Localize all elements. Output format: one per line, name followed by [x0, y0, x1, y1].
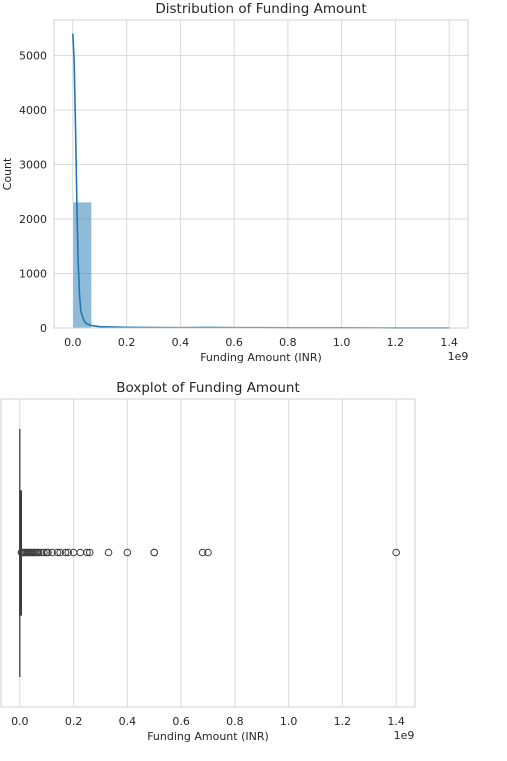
boxplot-outlier-point — [48, 548, 56, 557]
boxplot-x-tick-label: 0.2 — [65, 715, 83, 728]
histogram-plot-area — [53, 19, 469, 329]
boxplot-outlier-point — [104, 548, 113, 557]
boxplot-x-tick-label: 1.2 — [334, 715, 352, 728]
boxplot-title: Boxplot of Funding Amount — [116, 380, 300, 396]
boxplot-outlier-point — [56, 548, 64, 557]
boxplot-outlier-point — [198, 548, 207, 557]
boxplot-outlier-point — [204, 548, 212, 557]
boxplot-x-tick-label: 0.6 — [172, 715, 190, 728]
boxplot-outlier-point — [44, 548, 52, 557]
histogram-x-tick-label: 1.2 — [387, 336, 405, 349]
histogram-bar — [72, 201, 92, 329]
boxplot-grid — [19, 399, 397, 707]
boxplot-outlier-point — [64, 548, 73, 557]
boxplot-x-ticks: 0.0 0.2 0.4 0.6 0.8 1.0 1.2 1.4 — [11, 715, 405, 728]
boxplot-x-tick-label: 0.4 — [119, 715, 137, 728]
histogram-y-tick-label: 2000 — [19, 213, 47, 226]
histogram-x-tick-label: 0.4 — [172, 336, 190, 349]
boxplot-outlier-point — [150, 548, 159, 557]
boxplot-outliers — [17, 548, 400, 557]
boxplot-x-tick-label: 1.0 — [280, 715, 298, 728]
histogram-y-label: Count — [1, 157, 14, 190]
boxplot-outlier-point — [85, 548, 94, 557]
histogram-x-tick-label: 0.6 — [225, 336, 243, 349]
histogram-panel: Distribution of Funding Amount 0.0 0.2 0.4… — [1, 1, 469, 364]
boxplot-x-tick-label: 0.8 — [226, 715, 244, 728]
histogram-x-tick-label: 0.8 — [279, 336, 297, 349]
histogram-y-ticks: 0 1000 2000 3000 4000 5000 — [19, 49, 47, 335]
boxplot-x-label: Funding Amount (INR) — [147, 730, 269, 743]
histogram-y-tick-label: 4000 — [19, 104, 47, 117]
histogram-x-tick-label: 0.2 — [118, 336, 136, 349]
kde-line — [72, 33, 450, 329]
histogram-y-tick-label: 5000 — [19, 49, 47, 62]
boxplot-outlier-point — [76, 548, 85, 557]
histogram-y-tick-label: 1000 — [19, 267, 47, 280]
histogram-bars — [72, 201, 450, 329]
boxplot-outlier-point — [123, 548, 132, 557]
histogram-x-label: Funding Amount (INR) — [200, 351, 322, 364]
boxplot-outlier-point — [392, 548, 400, 557]
boxplot-x-tick-label: 1.4 — [387, 715, 405, 728]
boxplot-outlier-point — [53, 548, 62, 557]
histogram-title: Distribution of Funding Amount — [155, 1, 366, 17]
histogram-x-tick-label: 0.0 — [64, 336, 82, 349]
boxplot-x-offset: 1e9 — [394, 729, 415, 742]
boxplot-panel: Boxplot of Funding Amount 0.0 0.2 0.4 0.6 0.… — [0, 380, 416, 743]
histogram-x-ticks: 0.0 0.2 0.4 0.6 0.8 1.0 1.2 1.4 — [64, 336, 458, 349]
boxplot-outlier-point — [61, 548, 70, 557]
histogram-y-tick-label: 3000 — [19, 158, 47, 171]
boxplot-outlier-point — [83, 548, 91, 557]
boxplot-outlier-point — [40, 548, 48, 557]
histogram-x-tick-label: 1.4 — [440, 336, 458, 349]
histogram-x-offset: 1e9 — [448, 350, 469, 363]
boxplot-plot-area — [0, 398, 416, 708]
boxplot-x-tick-label: 0.0 — [11, 715, 29, 728]
histogram-x-tick-label: 1.0 — [333, 336, 351, 349]
boxplot-outlier-point — [34, 548, 43, 557]
histogram-y-tick-label: 0 — [40, 322, 47, 335]
histogram-grid — [54, 20, 468, 329]
